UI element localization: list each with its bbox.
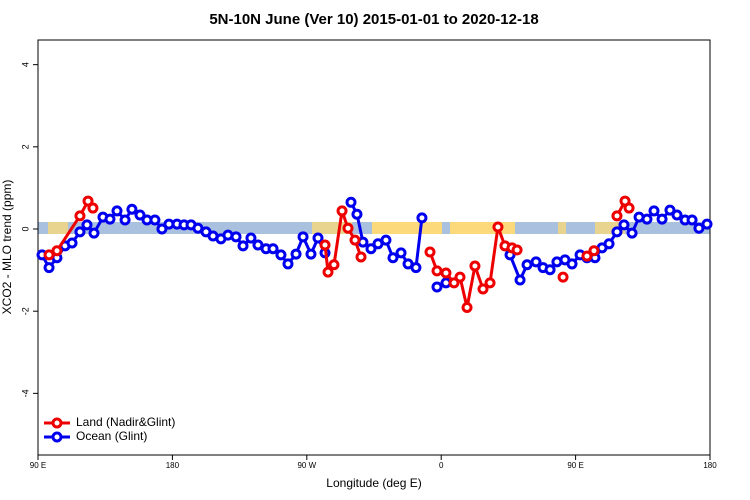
data-point xyxy=(43,249,55,261)
legend-marker xyxy=(51,417,63,429)
data-point xyxy=(87,202,99,214)
data-point xyxy=(566,258,578,270)
data-point xyxy=(82,195,94,207)
x-tick-label: 90 W xyxy=(297,461,316,470)
data-point xyxy=(305,248,317,260)
data-point xyxy=(514,274,526,286)
x-tick-label: 0 xyxy=(439,461,444,470)
data-point xyxy=(111,205,123,217)
legend-label: Ocean (Glint) xyxy=(76,429,147,443)
data-point xyxy=(484,277,496,289)
data-point xyxy=(641,213,653,225)
data-point xyxy=(416,212,428,224)
data-point xyxy=(312,232,324,244)
data-point xyxy=(581,250,593,262)
y-tick-label: 4 xyxy=(20,62,30,67)
data-point xyxy=(66,237,78,249)
data-point xyxy=(74,226,86,238)
data-point xyxy=(282,258,294,270)
data-point xyxy=(626,227,638,239)
data-point xyxy=(43,262,55,274)
data-point xyxy=(319,239,331,251)
data-point xyxy=(492,221,504,233)
data-point xyxy=(230,231,242,243)
data-point xyxy=(88,227,100,239)
data-point xyxy=(245,232,257,244)
data-point xyxy=(134,209,146,221)
data-point xyxy=(618,219,630,231)
y-axis-label: XCO2 - MLO trend (ppm) xyxy=(0,180,14,315)
data-point xyxy=(126,203,138,215)
data-point xyxy=(611,210,623,222)
data-point xyxy=(349,234,361,246)
data-point xyxy=(440,267,452,279)
data-point xyxy=(336,205,348,217)
data-point xyxy=(623,202,635,214)
data-point xyxy=(380,234,392,246)
data-point xyxy=(119,214,131,226)
data-point xyxy=(322,266,334,278)
data-point xyxy=(461,301,473,313)
chart-title: 5N-10N June (Ver 10) 2015-01-01 to 2020-… xyxy=(209,11,538,28)
data-point xyxy=(671,209,683,221)
data-point xyxy=(395,247,407,259)
y-tick-label: -4 xyxy=(20,389,30,397)
data-point xyxy=(693,222,705,234)
data-point xyxy=(701,218,713,230)
plot-frame xyxy=(37,39,711,456)
data-point xyxy=(275,249,287,261)
data-point xyxy=(51,245,63,257)
legend: Land (Nadir&Glint)Ocean (Glint) xyxy=(44,415,175,443)
data-point xyxy=(557,271,569,283)
data-point xyxy=(544,264,556,276)
x-tick-label: 90 E xyxy=(567,461,583,470)
data-point xyxy=(410,262,422,274)
data-point xyxy=(611,226,623,238)
data-point xyxy=(345,196,357,208)
data-point xyxy=(603,238,615,250)
data-point xyxy=(387,252,399,264)
data-point xyxy=(104,213,116,225)
data-point xyxy=(365,243,377,255)
legend-marker xyxy=(51,431,63,443)
data-point xyxy=(355,251,367,263)
y-tick-label: 0 xyxy=(20,227,30,232)
data-point xyxy=(342,222,354,234)
y-tick-label: -2 xyxy=(20,307,30,315)
data-point xyxy=(686,214,698,226)
data-point xyxy=(431,265,443,277)
data-point xyxy=(74,210,86,222)
data-point xyxy=(454,271,466,283)
x-tick-label: 90 E xyxy=(30,461,46,470)
data-point xyxy=(81,219,93,231)
data-point xyxy=(588,245,600,257)
x-axis-label: Longitude (deg E) xyxy=(326,476,421,490)
data-point xyxy=(156,223,168,235)
x-tick-label: 180 xyxy=(166,461,180,470)
data-point xyxy=(267,243,279,255)
y-tick-label: 2 xyxy=(20,144,30,149)
data-point xyxy=(511,244,523,256)
data-point xyxy=(664,204,676,216)
data-point xyxy=(656,213,668,225)
data-point xyxy=(530,256,542,268)
legend-label: Land (Nadir&Glint) xyxy=(76,415,175,429)
x-tick-label: 180 xyxy=(703,461,717,470)
mask-band xyxy=(38,222,710,234)
data-point xyxy=(521,259,533,271)
data-point xyxy=(424,246,436,258)
data-point xyxy=(328,259,340,271)
data-point xyxy=(290,248,302,260)
data-point xyxy=(351,208,363,220)
data-point xyxy=(149,214,161,226)
data-point xyxy=(237,240,249,252)
data-point xyxy=(431,281,443,293)
data-point xyxy=(477,283,489,295)
data-point xyxy=(297,231,309,243)
data-point xyxy=(648,205,660,217)
data-point xyxy=(469,260,481,272)
